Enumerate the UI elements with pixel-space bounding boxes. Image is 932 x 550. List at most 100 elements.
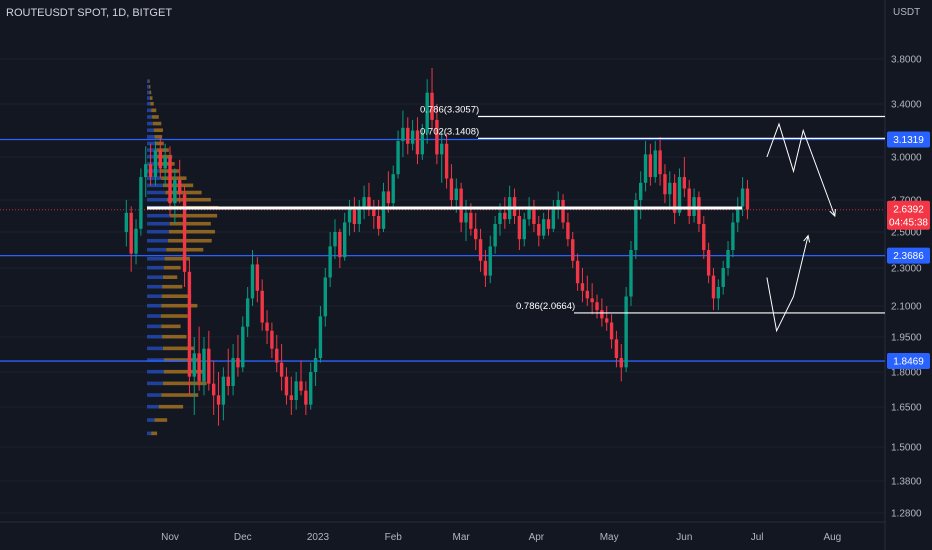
candle-body bbox=[483, 260, 488, 276]
profile-bar-up bbox=[147, 115, 153, 119]
candle-body bbox=[328, 246, 332, 278]
candle-body bbox=[231, 358, 235, 386]
profile-bar-up bbox=[147, 141, 156, 146]
candles bbox=[124, 68, 750, 426]
profile-bar-up bbox=[147, 334, 163, 339]
candle-body bbox=[444, 143, 449, 179]
profile-bar-up bbox=[147, 265, 164, 270]
candle-body bbox=[163, 157, 167, 169]
candle-body bbox=[255, 264, 260, 291]
profile-bar-down bbox=[151, 431, 158, 436]
candle-body bbox=[624, 296, 628, 368]
projection-path-up bbox=[766, 235, 809, 333]
profile-bar-down bbox=[162, 334, 187, 339]
candle-body bbox=[250, 264, 255, 299]
candle-body bbox=[454, 188, 458, 200]
profile-bar-down bbox=[170, 213, 218, 218]
price-tags: 3.1319 2.3686 1.8469 2.6392 04:45:38 bbox=[887, 131, 930, 370]
profile-bar-up bbox=[147, 418, 155, 422]
candle-body bbox=[158, 150, 162, 169]
price-tag-label: 2.3686 bbox=[893, 251, 924, 262]
y-tick-label: 2.1000 bbox=[891, 302, 922, 313]
candle-body bbox=[270, 330, 274, 349]
candle-body bbox=[381, 191, 386, 229]
candle-body bbox=[517, 216, 522, 240]
profile-bar-down bbox=[161, 176, 187, 180]
candle-body bbox=[595, 302, 599, 311]
candle-body bbox=[585, 290, 590, 299]
price-tag-box bbox=[887, 353, 930, 370]
profile-bar-down bbox=[161, 324, 181, 329]
profile-bar-up bbox=[147, 346, 163, 351]
candle-body bbox=[173, 179, 177, 204]
profile-bar-up bbox=[147, 381, 163, 386]
fib-label: 0.702(3.1408) bbox=[420, 126, 479, 137]
profile-bar-up bbox=[147, 256, 165, 261]
candle-body bbox=[406, 127, 410, 144]
candle-body bbox=[590, 298, 594, 303]
candle-body bbox=[129, 212, 133, 254]
candle-body bbox=[435, 119, 439, 155]
profile-bar-down bbox=[155, 141, 164, 146]
current-price-tag bbox=[887, 200, 930, 230]
candle-body bbox=[139, 177, 143, 229]
candle-body bbox=[275, 348, 279, 363]
x-tick-label: Aug bbox=[823, 532, 841, 543]
x-tick-label: Feb bbox=[385, 532, 403, 543]
profile-bar-up bbox=[147, 101, 151, 106]
candle-body bbox=[304, 390, 308, 405]
profile-bar-up bbox=[147, 96, 150, 100]
profile-bar-down bbox=[160, 314, 188, 318]
candle-body bbox=[420, 133, 425, 155]
profile-bar-down bbox=[151, 108, 157, 113]
profile-bar-down bbox=[152, 115, 159, 119]
candle-body bbox=[386, 191, 391, 204]
candle-body bbox=[726, 250, 730, 268]
candle-body bbox=[265, 322, 269, 331]
candle-body bbox=[721, 268, 725, 287]
candle-body bbox=[605, 318, 609, 323]
candle-body bbox=[260, 290, 264, 323]
profile-bar-up bbox=[147, 324, 162, 329]
candle-body bbox=[474, 228, 478, 240]
candle-body bbox=[571, 239, 575, 261]
profile-bar-up bbox=[147, 229, 169, 234]
profile-bar-down bbox=[149, 85, 151, 89]
candle-body bbox=[216, 395, 221, 405]
profile-bar-up bbox=[147, 162, 158, 166]
profile-bar-down bbox=[152, 121, 162, 126]
profile-bar-up bbox=[147, 303, 162, 308]
candle-body bbox=[537, 224, 541, 236]
profile-bar-down bbox=[168, 229, 216, 234]
price-axis: 3.80003.40003.00002.70002.50002.30002.10… bbox=[891, 55, 922, 520]
profile-bar-down bbox=[169, 221, 211, 226]
profile-bar-down bbox=[154, 418, 168, 422]
profile-bar-up bbox=[147, 358, 164, 362]
candle-body bbox=[279, 362, 284, 377]
profile-bar-down bbox=[162, 284, 183, 289]
x-tick-label: Apr bbox=[529, 532, 545, 543]
candle-body bbox=[124, 212, 129, 232]
candle-body bbox=[687, 188, 691, 216]
candle-body bbox=[745, 188, 750, 210]
candle-body bbox=[391, 174, 395, 204]
candle-body bbox=[294, 381, 298, 400]
profile-bar-down bbox=[161, 303, 198, 308]
candle-body bbox=[449, 178, 454, 200]
candle-body bbox=[309, 372, 313, 405]
candle-body bbox=[372, 209, 376, 216]
candle-body bbox=[241, 326, 245, 368]
profile-bar-up bbox=[147, 135, 155, 139]
y-tick-label: 3.8000 bbox=[891, 55, 922, 66]
profile-bar-up bbox=[147, 154, 158, 159]
y-tick-label: 1.9500 bbox=[891, 333, 922, 344]
profile-bar-up bbox=[147, 238, 168, 243]
candle-body bbox=[551, 209, 556, 229]
profile-bar-up bbox=[147, 85, 150, 89]
candle-body bbox=[503, 212, 507, 220]
candle-body bbox=[493, 224, 497, 247]
x-tick-label: Dec bbox=[234, 532, 252, 543]
profile-bar-down bbox=[161, 393, 199, 397]
profile-bar-down bbox=[153, 128, 163, 132]
